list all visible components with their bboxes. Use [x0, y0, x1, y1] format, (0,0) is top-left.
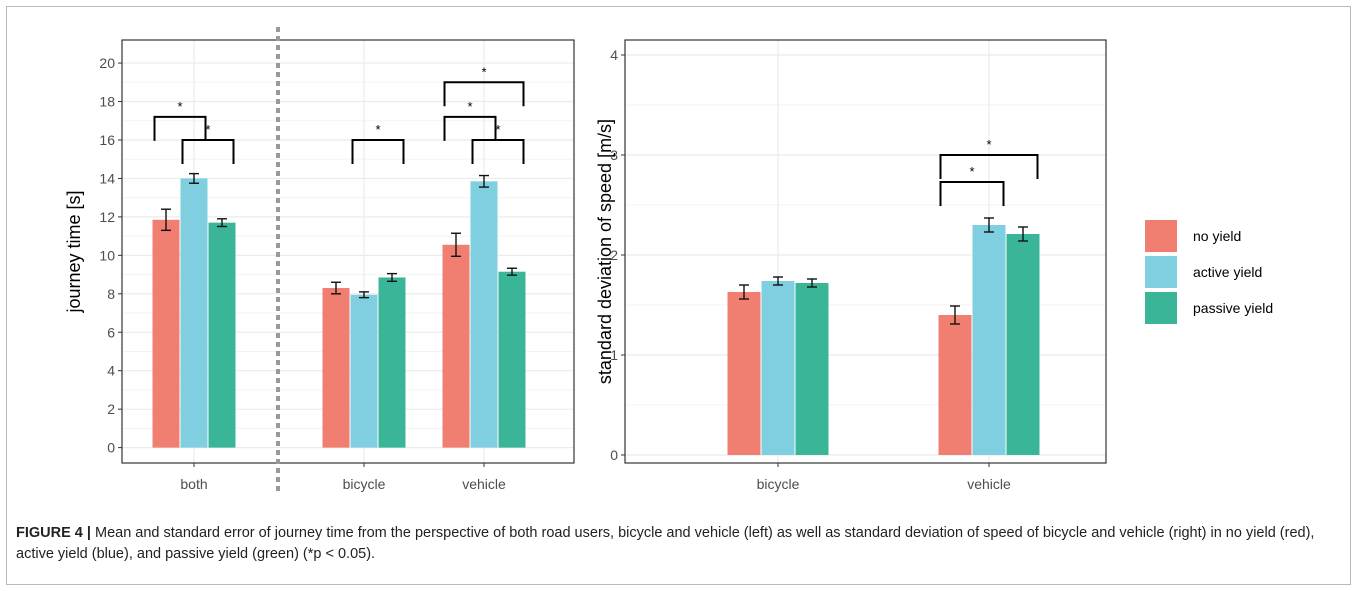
- significance-bracket: [351, 138, 405, 164]
- y-tick-label: 3: [610, 147, 618, 163]
- legend: no yield active yield passive yield: [1145, 220, 1273, 324]
- significance-star: *: [205, 122, 210, 137]
- significance-bracket: [443, 81, 525, 107]
- bar: [761, 281, 795, 455]
- y-tick-label: 14: [99, 170, 115, 186]
- y-axis-title: journey time [s]: [64, 190, 84, 313]
- significance-star: *: [375, 122, 380, 137]
- x-tick-label: both: [180, 476, 207, 492]
- legend-label: active yield: [1193, 264, 1262, 280]
- bar: [208, 222, 236, 448]
- y-tick-label: 8: [107, 286, 115, 302]
- bar: [322, 288, 350, 448]
- bar: [795, 283, 829, 455]
- x-tick-label: vehicle: [462, 476, 506, 492]
- y-tick-label: 6: [107, 324, 115, 340]
- significance-star: *: [969, 164, 974, 179]
- y-tick-label: 10: [99, 247, 115, 263]
- bar: [470, 181, 498, 448]
- y-tick-label: 20: [99, 55, 115, 71]
- x-tick-label: bicycle: [757, 476, 800, 492]
- bar: [378, 277, 406, 448]
- plot-border: [624, 39, 1107, 464]
- significance-bracket: [939, 154, 1039, 179]
- chart-panel-right: 0 1 2 3 4 bicycle vehicle * * standard deviation …: [595, 39, 1107, 492]
- y-tick-label: 0: [107, 440, 115, 456]
- y-tick-label: 12: [99, 209, 115, 225]
- significance-bracket: [153, 115, 207, 141]
- y-tick-label: 18: [99, 94, 115, 110]
- legend-swatch: [1145, 220, 1177, 252]
- y-tick-label: 2: [107, 401, 115, 417]
- significance-bracket: [939, 181, 1005, 206]
- x-tick-label: bicycle: [343, 476, 386, 492]
- significance-bracket: [443, 115, 497, 141]
- plot-border: [121, 39, 575, 464]
- bar: [1006, 234, 1040, 455]
- figure-caption-text: Mean and standard error of journey time …: [16, 525, 1315, 562]
- y-tick-label: 4: [610, 47, 618, 63]
- legend-swatch: [1145, 292, 1177, 324]
- bar: [938, 315, 972, 455]
- bar: [972, 225, 1006, 455]
- chart-panel-left: 0 2 4 6 8 10 12 14 16 18 20 both bicycle vehicle * * * * *…: [64, 27, 575, 492]
- y-tick-label: 4: [107, 363, 115, 379]
- y-tick-label: 16: [99, 132, 115, 148]
- legend-swatch: [1145, 256, 1177, 288]
- legend-label: passive yield: [1193, 300, 1273, 316]
- bar: [152, 219, 180, 448]
- bar: [727, 292, 761, 455]
- figure-frame: [6, 6, 1351, 585]
- bar: [442, 244, 470, 448]
- significance-star: *: [177, 99, 182, 114]
- figure-caption: FIGURE 4 | Mean and standard error of jo…: [16, 523, 1336, 565]
- y-tick-label: 1: [610, 347, 618, 363]
- x-tick-label: vehicle: [967, 476, 1011, 492]
- bar: [180, 178, 208, 448]
- significance-star: *: [481, 64, 486, 79]
- y-tick-label: 0: [610, 447, 618, 463]
- y-tick-label: 2: [610, 247, 618, 263]
- bar: [350, 294, 378, 448]
- significance-bracket: [471, 138, 525, 164]
- significance-star: *: [495, 122, 500, 137]
- y-axis-title: standard deviation of speed [m/s]: [595, 119, 615, 384]
- significance-bracket: [181, 138, 235, 164]
- figure-label: FIGURE 4 |: [16, 525, 91, 541]
- significance-star: *: [467, 99, 472, 114]
- legend-label: no yield: [1193, 228, 1241, 244]
- bar: [498, 271, 526, 448]
- significance-star: *: [986, 137, 991, 152]
